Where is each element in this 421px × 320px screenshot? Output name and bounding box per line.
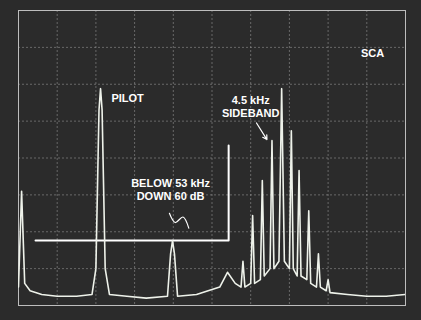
svg-text:PILOT: PILOT: [111, 92, 144, 104]
svg-text:BELOW 53 kHzDOWN 60 dB: BELOW 53 kHzDOWN 60 dB: [131, 177, 210, 202]
svg-text:SCA: SCA: [361, 47, 384, 59]
svg-text:4.5 kHzSIDEBAND: 4.5 kHzSIDEBAND: [222, 94, 280, 119]
